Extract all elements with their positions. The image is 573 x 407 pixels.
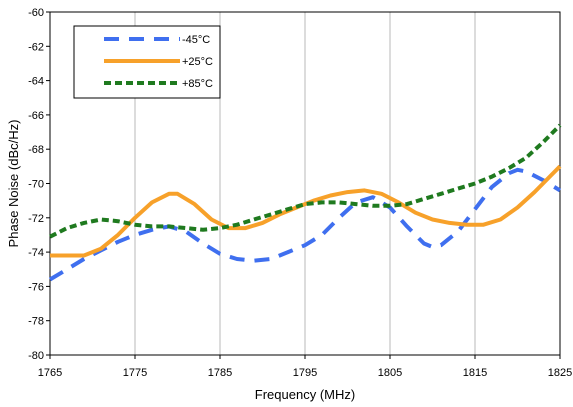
y-tick-label: -64 [28,76,44,88]
x-tick-label: 1825 [548,367,572,379]
series-lines [48,123,562,282]
x-tick-label: 1815 [463,367,487,379]
y-tick-label: -72 [28,213,44,225]
legend: -45°C +25°C +85°C [73,25,221,99]
y-tick-label: -78 [28,316,44,328]
y-tick-label: -68 [28,144,44,156]
legend-label: -45°C [182,34,210,46]
x-tick-label: 1805 [378,367,402,379]
y-axis-ticks: -80 -78 -76 -74 -72 -70 -68 -66 -64 -62 -60 [28,7,50,362]
y-tick-label: -70 [28,179,44,191]
x-tick-label: 1765 [38,367,62,379]
series-line [49,123,562,239]
y-tick-label: -62 [28,41,44,53]
legend-label: +85°C [182,78,213,90]
series-line [48,167,562,282]
legend-label: +25°C [182,56,213,68]
x-tick-label: 1785 [208,367,232,379]
x-tick-label: 1795 [293,367,317,379]
y-tick-label: -66 [28,110,44,122]
y-tick-label: -60 [28,7,44,19]
y-tick-label: -80 [28,350,44,362]
x-axis-ticks: 1765 1775 1785 1795 1805 1815 1825 [38,355,572,379]
y-tick-label: -76 [28,281,44,293]
x-axis-label: Frequency (MHz) [255,387,355,402]
y-tick-label: -74 [28,247,44,259]
series-line [50,164,562,258]
x-tick-label: 1775 [123,367,147,379]
y-axis-label: Phase Noise (dBc/Hz) [6,120,21,248]
